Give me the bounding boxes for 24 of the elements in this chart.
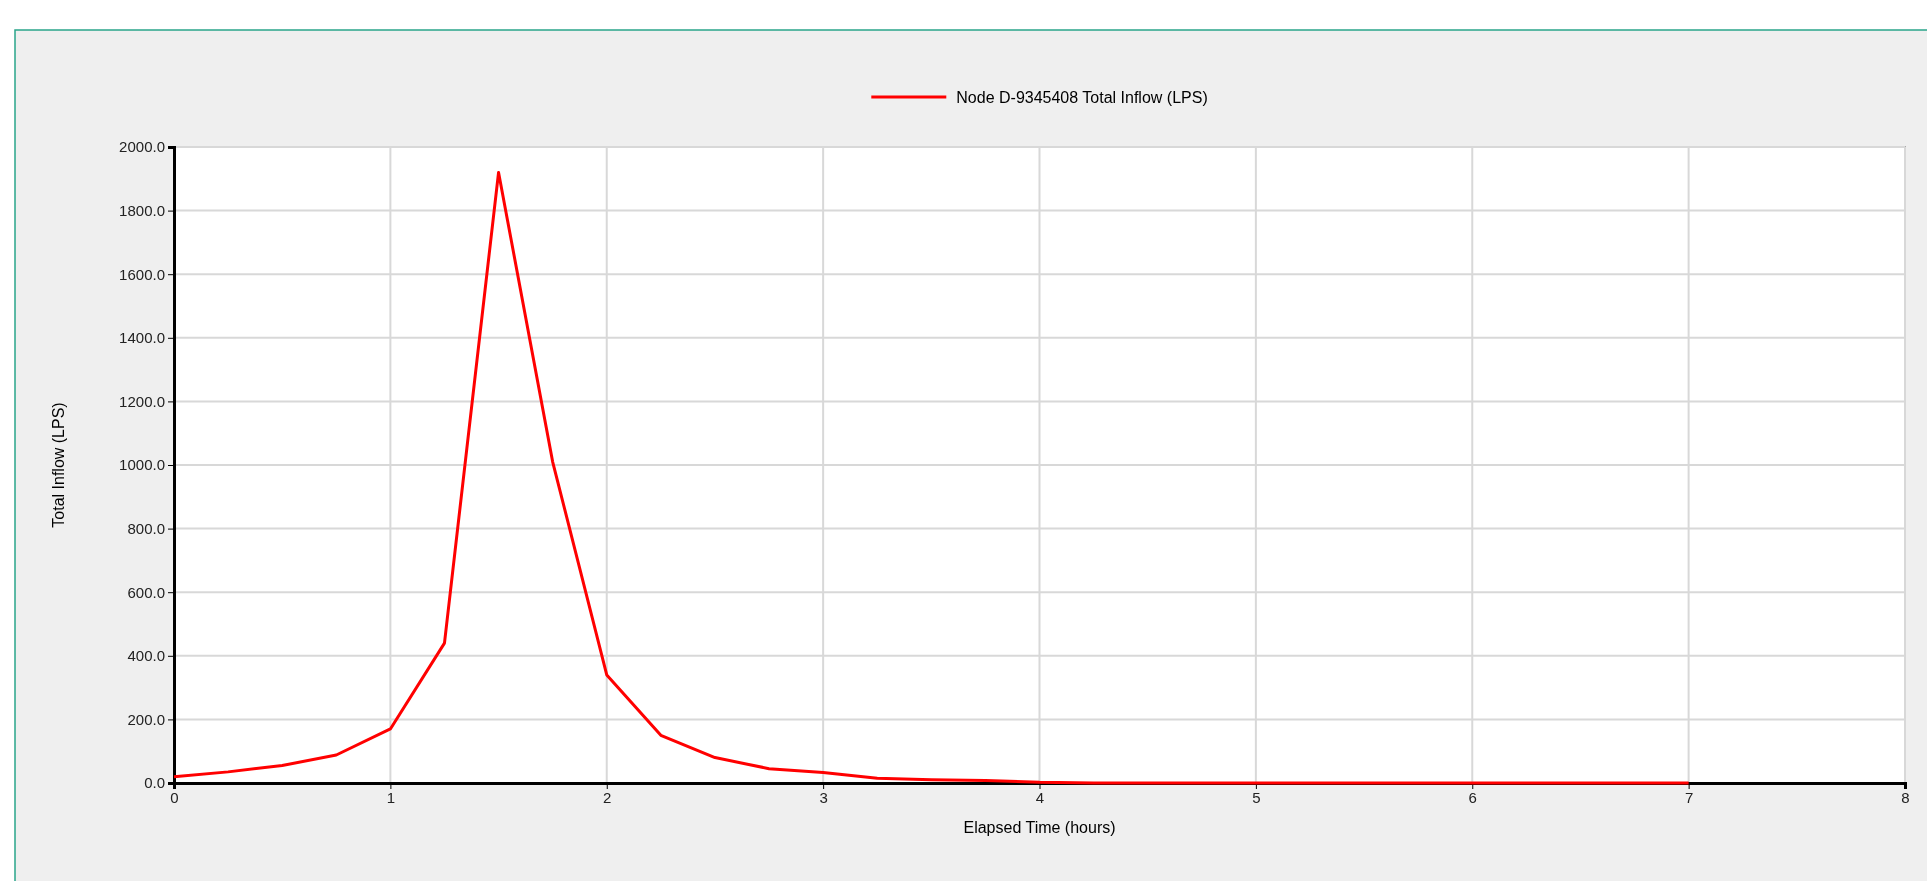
legend-label: Node D-9345408 Total Inflow (LPS) (956, 89, 1208, 106)
x-tick-label: 2 (603, 788, 612, 806)
y-tick-label: 600.0 (127, 583, 165, 601)
y-axis-title: Total Inflow (LPS) (50, 402, 67, 528)
y-tick-label: 1800.0 (119, 201, 165, 219)
x-axis-title: Elapsed Time (hours) (963, 819, 1116, 836)
y-tick-label: 1200.0 (119, 392, 165, 410)
x-tick-label: 6 (1468, 788, 1477, 806)
y-tick-label: 800.0 (127, 519, 165, 537)
x-tick-label: 8 (1901, 788, 1910, 806)
x-tick-label: 7 (1684, 788, 1694, 806)
y-tick-label: 1600.0 (119, 265, 165, 283)
y-tick-label: 1400.0 (119, 329, 165, 347)
line-series (172, 170, 1691, 785)
x-tick-label: 1 (386, 788, 396, 806)
x-tick-label: 4 (1035, 788, 1045, 806)
x-tick-label: 0 (170, 788, 179, 806)
y-tick-label: 2000.0 (119, 138, 165, 156)
y-tick-label: 1000.0 (119, 456, 165, 474)
y-tick-label: 200.0 (127, 710, 165, 728)
y-tick-label: 0.0 (144, 774, 165, 792)
x-tick-label: 3 (819, 788, 828, 806)
y-tick-label: 400.0 (127, 647, 165, 665)
x-tick-label: 5 (1252, 788, 1261, 806)
